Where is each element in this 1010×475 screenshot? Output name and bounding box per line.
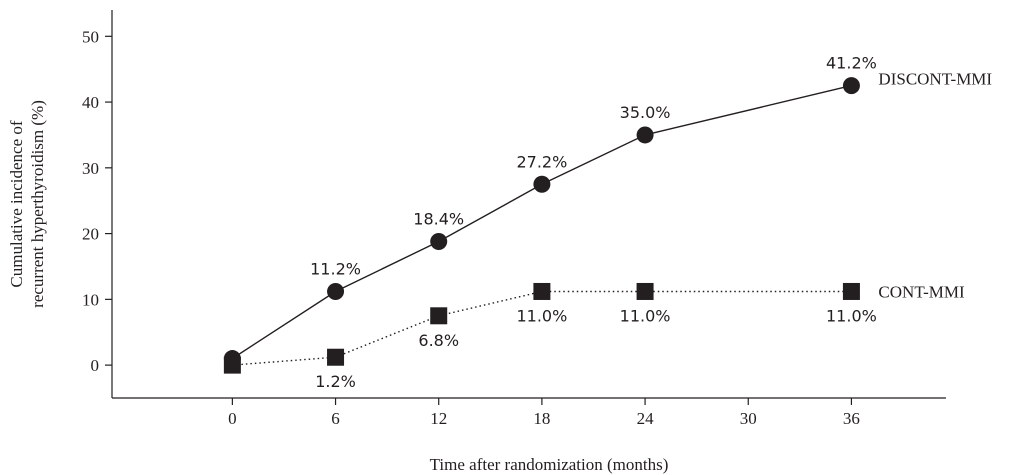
x-tick-label-36: 36	[843, 409, 860, 428]
discont-mmi-series-name: DISCONT-MMI	[878, 70, 992, 89]
x-axis-title: Time after randomization (months)	[430, 455, 669, 474]
cont-mmi-label-18: 11.0%	[516, 306, 567, 325]
axis-ticks: 0 6 12 18 24 30 36 0 10 20 30 40 50	[82, 27, 860, 428]
y-tick-label-0: 0	[91, 356, 100, 375]
discont-mmi-point-24	[636, 126, 654, 144]
cont-mmi-point-12	[430, 307, 448, 325]
y-tick-label-20: 20	[82, 225, 99, 244]
x-tick-label-12: 12	[430, 409, 447, 428]
x-tick-label-0: 0	[228, 409, 237, 428]
data-labels: 11.2% 18.4% 27.2% 35.0% 41.2% 1.2% 6.8% 11.0% 11…	[310, 54, 877, 392]
y-axis-title-line-2: recurrent hyperthyroidism (%)	[28, 100, 47, 308]
discont-mmi-label-18: 27.2%	[516, 152, 567, 171]
cont-mmi-label-12: 6.8%	[418, 331, 459, 350]
discont-mmi-label-36: 41.2%	[826, 54, 877, 73]
cont-mmi-label-6: 1.2%	[315, 372, 356, 391]
x-tick-label-6: 6	[331, 409, 340, 428]
discont-mmi-label-6: 11.2%	[310, 259, 361, 278]
y-tick-label-30: 30	[82, 159, 99, 178]
axes	[111, 10, 946, 399]
y-axis-title-line-1: Cumulative incidence of	[7, 120, 26, 287]
x-tick-label-24: 24	[637, 409, 655, 428]
y-axis-title: Cumulative incidence of recurrent hypert…	[7, 100, 47, 308]
cont-mmi-point-0	[223, 356, 241, 374]
discont-mmi-point-18	[533, 175, 551, 193]
cont-mmi-label-36: 11.0%	[826, 306, 877, 325]
cont-mmi-label-24: 11.0%	[620, 306, 671, 325]
discont-mmi-point-6	[327, 282, 345, 300]
series-names: DISCONT-MMI CONT-MMI	[878, 70, 992, 302]
discont-mmi-line	[232, 84, 852, 360]
discont-mmi-label-24: 35.0%	[620, 103, 671, 122]
cont-mmi-point-36	[842, 282, 860, 300]
discont-mmi-point-12	[430, 232, 448, 250]
y-tick-label-10: 10	[82, 290, 99, 309]
discont-mmi-label-12: 18.4%	[413, 209, 464, 228]
x-tick-label-18: 18	[533, 409, 550, 428]
y-tick-label-40: 40	[82, 93, 99, 112]
series-lines	[232, 84, 852, 366]
y-tick-label-50: 50	[82, 27, 99, 46]
cont-mmi-point-18	[533, 282, 551, 300]
cont-mmi-point-6	[327, 348, 345, 366]
series-markers	[223, 77, 860, 374]
x-tick-label-30: 30	[740, 409, 757, 428]
discont-mmi-point-36	[842, 77, 860, 95]
cont-mmi-line	[232, 290, 852, 366]
cont-mmi-point-24	[636, 282, 654, 300]
cont-mmi-series-name: CONT-MMI	[878, 282, 965, 301]
